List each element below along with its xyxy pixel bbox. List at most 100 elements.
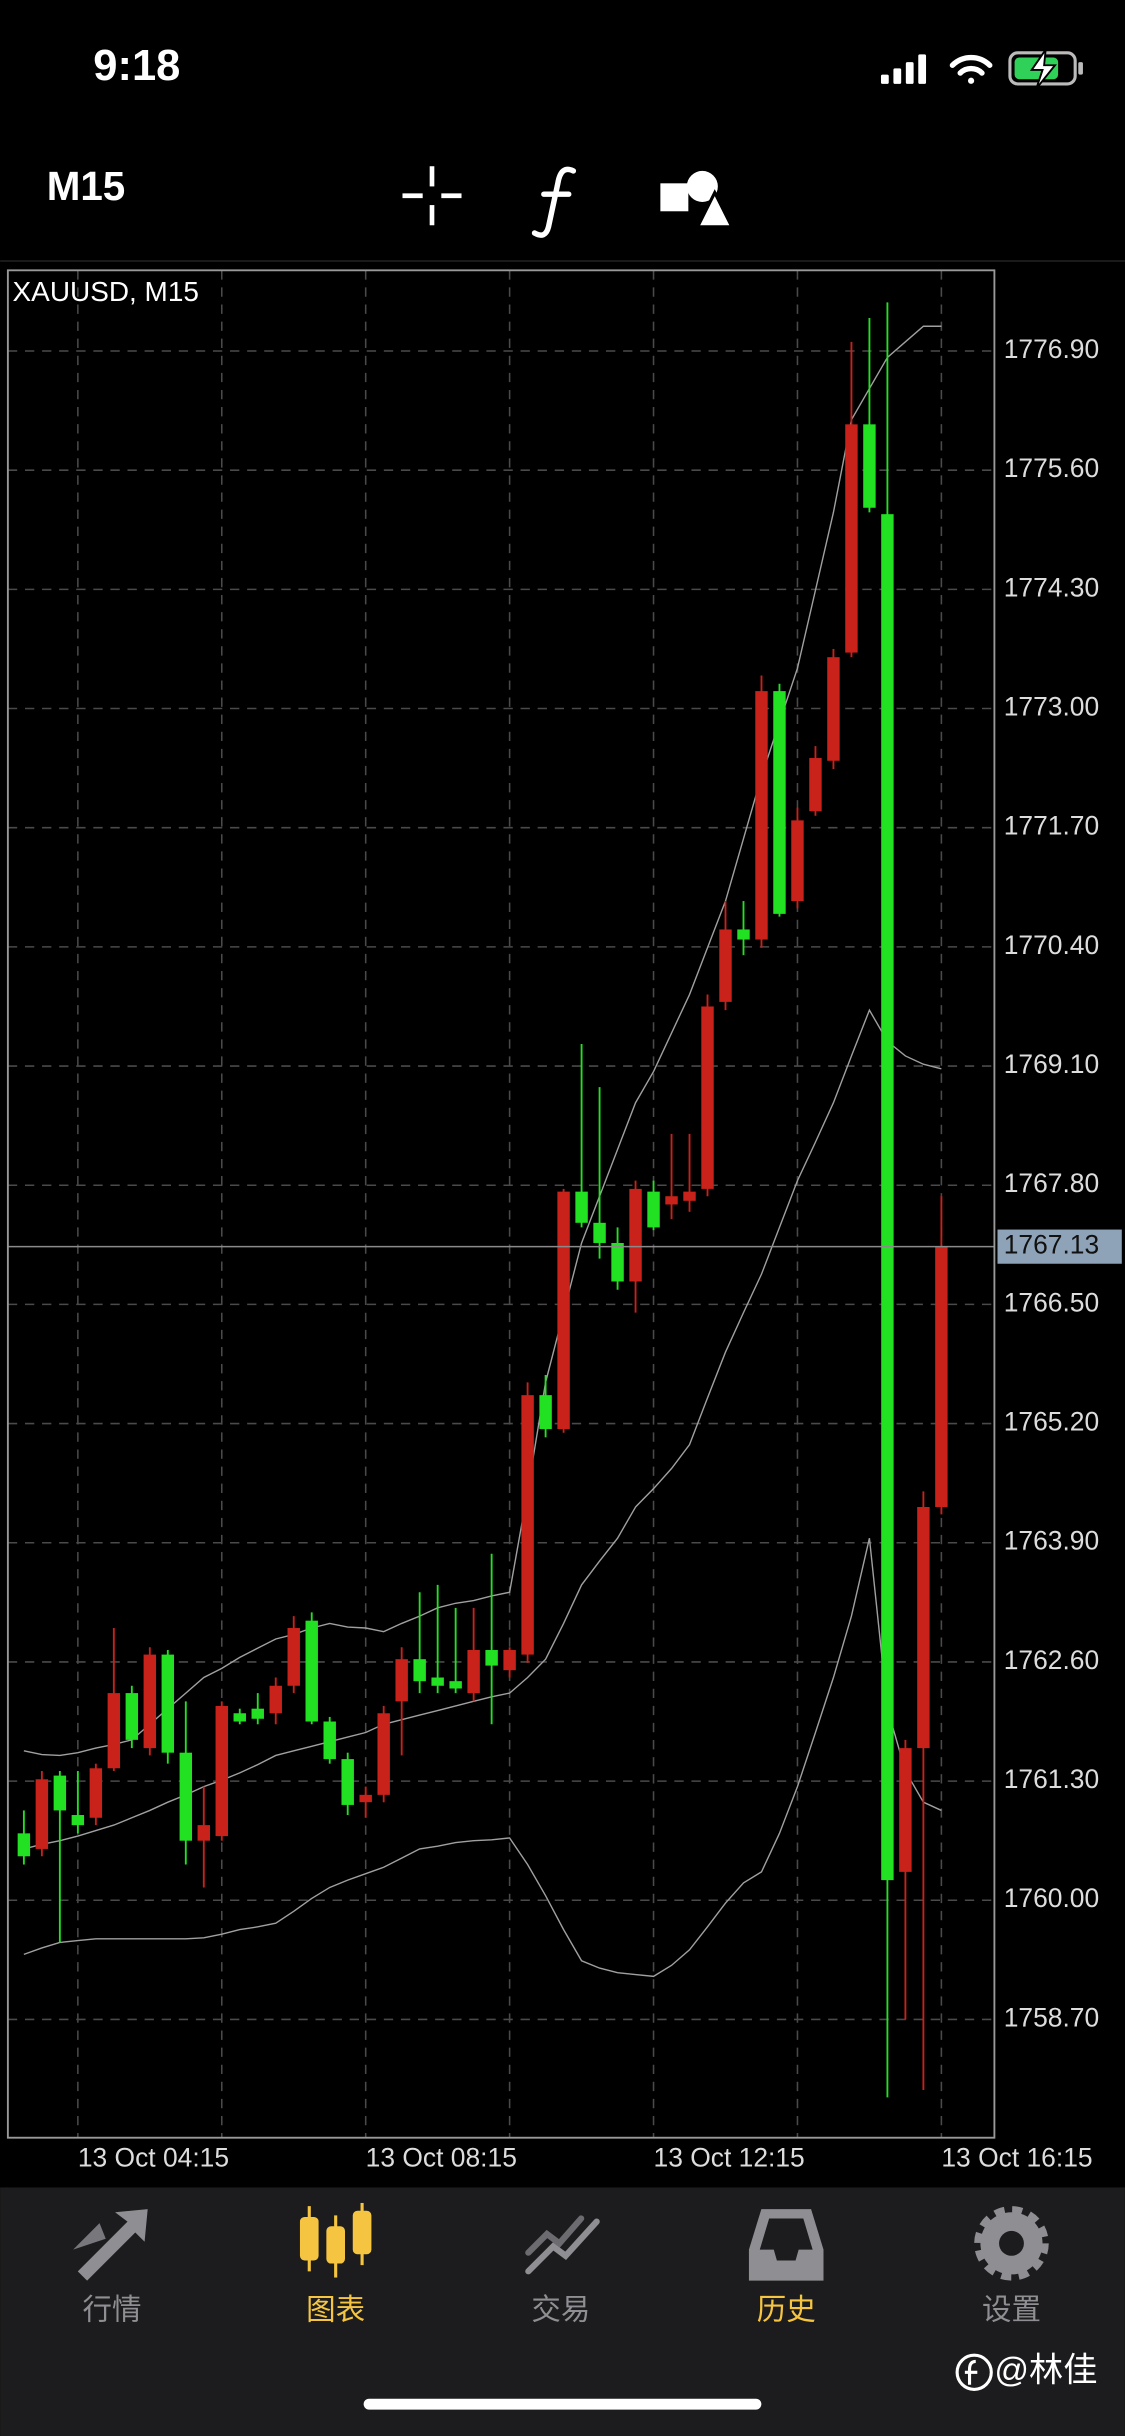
candle-body — [629, 1188, 642, 1282]
y-tick-label: 1766.50 — [1004, 1287, 1099, 1317]
tab-icon-quotes[interactable] — [73, 2209, 148, 2281]
candle-body — [17, 1833, 31, 1857]
candle-body — [413, 1659, 426, 1682]
candle-body — [791, 820, 804, 902]
tab-bar — [0, 2187, 1125, 2436]
candle-body — [161, 1654, 175, 1753]
candle-body — [467, 1650, 480, 1694]
candle-body — [665, 1196, 678, 1205]
candle-body — [647, 1191, 660, 1228]
candle-body — [935, 1246, 948, 1507]
tab-icon-chart[interactable] — [299, 2202, 372, 2278]
tab-label[interactable]: 历史 — [757, 2294, 816, 2327]
y-tick-label: 1769.10 — [1004, 1049, 1099, 1079]
candle-body — [125, 1693, 139, 1740]
candle-body — [449, 1681, 462, 1689]
candle-body — [845, 424, 858, 653]
chart-frame — [6, 269, 996, 2139]
timeframe[interactable]: M15 — [47, 163, 126, 209]
watermark-logo — [955, 2353, 993, 2391]
candle-body — [89, 1768, 103, 1818]
wifi-icon — [949, 54, 993, 84]
candle-body — [377, 1713, 390, 1795]
candle-body — [899, 1748, 912, 1872]
y-tick-label: 1770.40 — [1004, 930, 1099, 960]
band-line — [23, 1538, 942, 1978]
battery-icon — [1008, 46, 1083, 90]
candle-body — [395, 1659, 408, 1702]
tab-label[interactable]: 交易 — [531, 2294, 590, 2327]
candle-body — [485, 1650, 498, 1666]
candle-body — [539, 1395, 552, 1430]
candle-body — [575, 1191, 588, 1223]
y-tick-label: 1771.70 — [1004, 811, 1099, 841]
signal-icon — [880, 54, 927, 84]
y-tick-label: 1761.30 — [1004, 1764, 1099, 1794]
tab-label[interactable]: 行情 — [82, 2294, 141, 2327]
candle-body — [557, 1191, 570, 1430]
candle-body — [881, 514, 894, 1881]
tab-labels: 行情 图表 交易 历史 设置 — [82, 2294, 1041, 2327]
x-tick-label: 13 Oct 08:15 — [366, 2142, 517, 2172]
y-tick-label: 1767.80 — [1004, 1168, 1099, 1198]
band-line — [23, 1008, 942, 1850]
candle-body — [611, 1242, 624, 1282]
x-tick-label: 13 Oct 16:15 — [941, 2142, 1092, 2172]
chart — [7, 270, 995, 2138]
candle-body — [251, 1708, 264, 1719]
candle-body — [71, 1815, 85, 1826]
candle-body — [521, 1395, 534, 1655]
candle-body — [179, 1752, 193, 1841]
indicator-button[interactable] — [531, 166, 577, 238]
candle-body — [863, 424, 876, 508]
candle-body — [683, 1191, 696, 1201]
y-tick-label: 1765.20 — [1004, 1407, 1099, 1437]
y-tick-label: 1773.00 — [1004, 691, 1099, 721]
watermark: @林佳 — [994, 2351, 1097, 2389]
candle-body — [215, 1705, 228, 1837]
candle-body — [197, 1825, 210, 1841]
candle-body — [359, 1794, 372, 1803]
chart-title: XAUUSD, M15 — [13, 276, 199, 307]
candle-body — [341, 1759, 354, 1805]
tab-label[interactable]: 图表 — [306, 2294, 365, 2327]
y-tick-label: 1760.00 — [1004, 1883, 1099, 1913]
candle-body — [827, 657, 840, 761]
candle-body — [593, 1222, 606, 1243]
candle-body — [737, 929, 750, 940]
candle-body — [719, 929, 732, 1002]
candle-body — [773, 691, 786, 914]
tab-label[interactable]: 设置 — [982, 2294, 1041, 2327]
objects-button[interactable] — [660, 170, 735, 229]
tab-icon-trade[interactable] — [525, 2215, 600, 2275]
y-tick-label: 1776.90 — [1004, 334, 1099, 364]
tab-icon-history[interactable] — [748, 2209, 824, 2281]
candle-body — [809, 758, 822, 812]
candle-body — [755, 691, 768, 940]
y-tick-label: 1762.60 — [1004, 1645, 1099, 1675]
candle-body — [143, 1654, 157, 1749]
candle-body — [917, 1506, 930, 1749]
crosshair-button[interactable] — [402, 166, 462, 226]
candle-body — [107, 1693, 121, 1769]
candle-body — [53, 1775, 67, 1811]
current-price-label: 1767.13 — [1004, 1230, 1099, 1260]
home-indicator — [363, 2398, 762, 2410]
candle-body — [269, 1685, 282, 1714]
tab-icon-settings[interactable] — [974, 2206, 1049, 2281]
candle-body — [431, 1677, 444, 1686]
candle-body — [287, 1628, 300, 1686]
x-tick-label: 13 Oct 04:15 — [78, 2142, 229, 2172]
candle-body — [35, 1779, 49, 1849]
candle-body — [323, 1721, 336, 1760]
x-tick-label: 13 Oct 12:15 — [654, 2142, 805, 2172]
y-tick-label: 1774.30 — [1004, 572, 1099, 602]
current-price-tag — [997, 1229, 1122, 1264]
candle-body — [305, 1620, 318, 1722]
status-time: 9:18 — [93, 42, 180, 90]
candle-body — [503, 1650, 516, 1671]
band-line — [23, 325, 942, 1757]
y-tick-label: 1758.70 — [1004, 2002, 1099, 2032]
